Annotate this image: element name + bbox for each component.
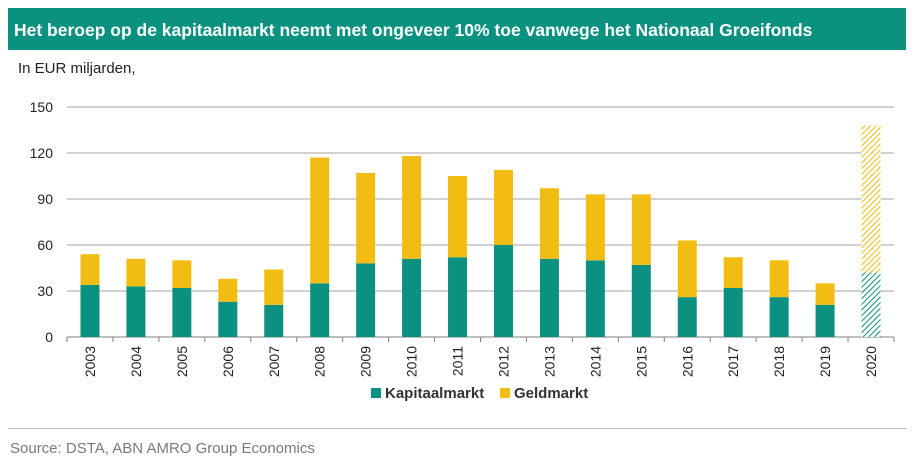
bar-kapitaalmarkt-2019 xyxy=(815,304,835,337)
bar-geldmarkt-2010 xyxy=(402,156,422,259)
legend-swatch-kapitaalmarkt xyxy=(371,388,381,398)
bar-geldmarkt-2013 xyxy=(539,188,559,259)
bar-geldmarkt-2003 xyxy=(80,254,100,285)
bar-geldmarkt-2016 xyxy=(677,240,697,298)
y-tick-label: 90 xyxy=(37,191,53,207)
x-axis-ticks: 2003 2004 2005 2006 2007 2008 2009 2010 2011 2012… xyxy=(66,337,895,377)
y-tick-label: 150 xyxy=(30,99,54,115)
y-axis-ticks: 0 30 60 90 120 150 xyxy=(30,99,54,345)
bar-kapitaalmarkt-2004 xyxy=(126,286,146,337)
x-tick-label: 2010 xyxy=(404,346,420,377)
bar-geldmarkt-2018 xyxy=(769,260,789,298)
bar-geldmarkt-2007 xyxy=(264,269,284,305)
bar-kapitaalmarkt-2005 xyxy=(172,287,192,337)
bar-geldmarkt-2015 xyxy=(631,194,651,265)
bar-kapitaalmarkt-2011 xyxy=(448,257,468,337)
title-bar: Het beroep op de kapitaalmarkt neemt met… xyxy=(8,8,906,50)
x-tick-label: 2005 xyxy=(174,346,190,377)
bar-kapitaalmarkt-2007 xyxy=(264,304,284,337)
bar-kapitaalmarkt-2012 xyxy=(493,245,513,337)
legend-swatch-geldmarkt xyxy=(500,388,510,398)
y-tick-label: 0 xyxy=(45,329,53,345)
bar-geldmarkt-2009 xyxy=(356,172,376,264)
bar-kapitaalmarkt-2020 xyxy=(861,272,881,337)
chart-subtitle: In EUR miljarden, xyxy=(18,60,136,77)
x-tick-label: 2013 xyxy=(541,346,557,377)
x-tick-label: 2012 xyxy=(495,346,511,377)
bar-kapitaalmarkt-2009 xyxy=(356,263,376,337)
y-tick-label: 30 xyxy=(37,283,53,299)
x-tick-label: 2017 xyxy=(725,346,741,377)
bar-geldmarkt-2005 xyxy=(172,260,192,288)
bar-kapitaalmarkt-2015 xyxy=(631,264,651,337)
bar-kapitaalmarkt-2003 xyxy=(80,284,100,337)
bar-geldmarkt-2008 xyxy=(310,157,330,284)
legend: Kapitaalmarkt Geldmarkt xyxy=(371,385,588,402)
chart-title: Het beroep op de kapitaalmarkt neemt met… xyxy=(14,20,813,40)
x-tick-label: 2016 xyxy=(679,346,695,377)
x-tick-label: 2006 xyxy=(220,346,236,377)
x-tick-label: 2009 xyxy=(358,346,374,377)
bar-kapitaalmarkt-2018 xyxy=(769,297,789,337)
source-divider xyxy=(8,428,906,429)
bar-geldmarkt-2012 xyxy=(493,169,513,245)
x-tick-label: 2020 xyxy=(863,346,879,377)
bars xyxy=(80,125,881,337)
legend-label-geldmarkt: Geldmarkt xyxy=(514,385,588,402)
bar-geldmarkt-2011 xyxy=(448,176,468,258)
bar-kapitaalmarkt-2006 xyxy=(218,301,238,337)
bar-geldmarkt-2019 xyxy=(815,283,835,305)
bar-kapitaalmarkt-2010 xyxy=(402,258,422,337)
x-tick-label: 2014 xyxy=(587,346,603,377)
source-note: Source: DSTA, ABN AMRO Group Economics xyxy=(10,440,315,457)
bar-kapitaalmarkt-2014 xyxy=(585,260,605,337)
x-tick-label: 2003 xyxy=(82,346,98,377)
x-tick-label: 2015 xyxy=(633,346,649,377)
legend-label-kapitaalmarkt: Kapitaalmarkt xyxy=(385,385,484,402)
bar-geldmarkt-2014 xyxy=(585,194,605,261)
bar-geldmarkt-2006 xyxy=(218,278,238,302)
x-tick-label: 2018 xyxy=(771,346,787,377)
bar-kapitaalmarkt-2016 xyxy=(677,297,697,337)
bar-kapitaalmarkt-2013 xyxy=(539,258,559,337)
bar-geldmarkt-2020 xyxy=(861,125,881,273)
y-tick-label: 60 xyxy=(37,237,53,253)
bar-kapitaalmarkt-2008 xyxy=(310,283,330,337)
bar-geldmarkt-2017 xyxy=(723,257,743,288)
x-tick-label: 2019 xyxy=(817,346,833,377)
y-tick-label: 120 xyxy=(30,145,54,161)
x-tick-label: 2008 xyxy=(312,346,328,377)
x-tick-label: 2007 xyxy=(266,346,282,377)
x-tick-label: 2011 xyxy=(450,346,466,376)
x-tick-label: 2004 xyxy=(128,346,144,377)
bar-kapitaalmarkt-2017 xyxy=(723,287,743,337)
bar-geldmarkt-2004 xyxy=(126,258,146,287)
